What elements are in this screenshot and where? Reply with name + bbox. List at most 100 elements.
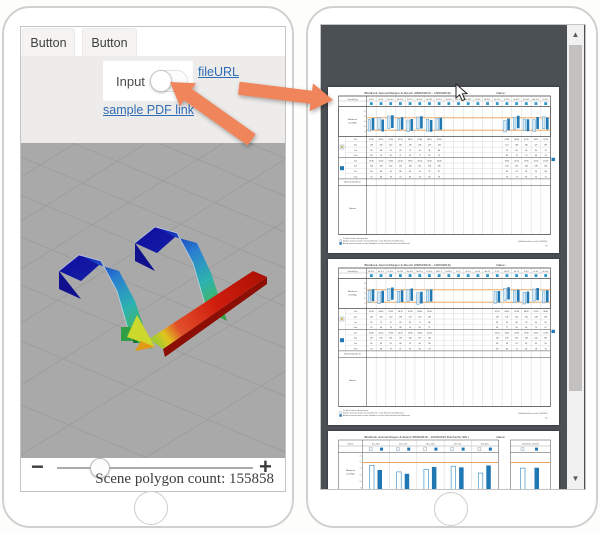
svg-text:128: 128 <box>525 338 528 340</box>
svg-text:135: 135 <box>380 145 383 147</box>
svg-text:Sys: Sys <box>354 338 357 340</box>
svg-text:19:40: 19:40 <box>369 332 374 334</box>
svg-text:75: 75 <box>516 155 518 157</box>
svg-text:07:55: 07:55 <box>495 311 500 313</box>
svg-text:70: 70 <box>545 348 547 350</box>
svg-text:08:10: 08:10 <box>379 139 384 141</box>
svg-text:88: 88 <box>545 171 547 173</box>
svg-text:Mo 11.2.: Mo 11.2. <box>397 99 404 101</box>
svg-text:92: 92 <box>506 322 508 324</box>
svg-text:(mmHg): (mmHg) <box>349 123 357 125</box>
svg-text:86: 86 <box>370 171 372 173</box>
svg-text:79: 79 <box>380 322 382 324</box>
svg-text:Zeit: Zeit <box>354 138 357 141</box>
svg-text:76: 76 <box>409 348 411 350</box>
polygon-count-label: Scene polygon count: 155858 <box>95 471 274 487</box>
svg-text:Mi 20.2.: Mi 20.2. <box>485 99 492 101</box>
input-toggle[interactable] <box>150 69 188 92</box>
svg-text:67: 67 <box>525 176 527 178</box>
slider-thumb[interactable] <box>90 458 111 478</box>
svg-text:(mmHg): (mmHg) <box>349 295 357 297</box>
svg-text:07:45: 07:45 <box>524 139 529 141</box>
svg-text:Di 19.2.: Di 19.2. <box>475 99 481 101</box>
svg-text:129: 129 <box>399 317 402 319</box>
svg-text:72: 72 <box>438 155 440 157</box>
svg-text:142: 142 <box>389 145 392 147</box>
button-1[interactable]: Button <box>22 28 75 56</box>
svg-text:Durchschn. Gesamt: Durchschn. Gesamt <box>522 443 539 446</box>
svg-text:Sa 23.2.: Sa 23.2. <box>513 99 520 101</box>
svg-text:127: 127 <box>418 338 421 340</box>
svg-text:Blutdruck Journal Morgen & Abe: Blutdruck Journal Morgen & Abend: (08/02… <box>365 91 451 95</box>
svg-text:19:45: 19:45 <box>388 160 393 162</box>
svg-text:86: 86 <box>428 322 430 324</box>
svg-text:141: 141 <box>418 166 421 168</box>
svg-text:Do 7.3.: Do 7.3. <box>514 271 520 273</box>
svg-text:Morgens: gemessen jeweils nach: Morgens: gemessen jeweils nach dem Aufst… <box>343 412 405 415</box>
button-2[interactable]: Button <box>82 28 137 56</box>
svg-text:140: 140 <box>364 116 366 118</box>
scrollbar-thumb[interactable] <box>569 45 582 391</box>
svg-text:Blutdruck Journal Morgen & Abe: Blutdruck Journal Morgen & Abend: (08/02… <box>365 263 451 267</box>
pdf-page-3: Blutdruck Journal Morgen & Abend: 08/02/… <box>328 431 559 489</box>
svg-text:135: 135 <box>515 338 518 340</box>
svg-text:79: 79 <box>409 150 411 152</box>
svg-text:08:15: 08:15 <box>534 139 539 141</box>
svg-text:07:55: 07:55 <box>543 139 548 141</box>
svg-text:4.3.-10.3.: 4.3.-10.3. <box>481 444 489 446</box>
svg-text:69: 69 <box>428 155 430 157</box>
svg-text:124: 124 <box>505 145 508 147</box>
svg-text:120: 120 <box>364 293 366 295</box>
svg-text:69: 69 <box>409 176 411 178</box>
svg-text:07:35: 07:35 <box>505 139 510 141</box>
home-button-right[interactable] <box>434 492 468 526</box>
svg-text:65: 65 <box>409 155 411 157</box>
svg-text:93: 93 <box>516 171 518 173</box>
3d-viewport[interactable] <box>21 27 285 491</box>
svg-text:08:20: 08:20 <box>408 139 413 141</box>
svg-text:65: 65 <box>419 348 421 350</box>
svg-text:68: 68 <box>370 155 372 157</box>
svg-text:20:25: 20:25 <box>398 332 403 334</box>
file-url-link[interactable]: fileURL <box>198 65 239 79</box>
svg-text:20:20: 20:20 <box>534 332 539 334</box>
svg-text:08:00: 08:00 <box>418 311 423 313</box>
zoom-out-button[interactable]: − <box>31 454 44 479</box>
svg-text:73: 73 <box>438 176 440 178</box>
scroll-up-icon[interactable]: ▲ <box>571 29 580 39</box>
zoom-in-button[interactable]: + <box>259 454 272 479</box>
svg-text:19:45: 19:45 <box>427 332 432 334</box>
svg-text:Dia: Dia <box>354 171 357 173</box>
home-button-left[interactable] <box>134 491 168 525</box>
svg-text:18.2.-24.2.: 18.2.-24.2. <box>426 444 436 446</box>
sample-pdf-link[interactable]: sample PDF link <box>103 103 194 117</box>
svg-text:1/3: 1/3 <box>545 246 547 248</box>
input-label: Input <box>116 74 145 89</box>
svg-text:19:30: 19:30 <box>524 332 529 334</box>
svg-text:81: 81 <box>525 171 527 173</box>
svg-text:64: 64 <box>380 327 382 329</box>
svg-text:Puls: Puls <box>354 176 358 178</box>
svg-text:128: 128 <box>496 317 499 319</box>
svg-text:07:50: 07:50 <box>437 139 442 141</box>
pdf-viewer[interactable]: Blutdruck Journal Morgen & Abend: (08/02… <box>321 25 585 489</box>
scroll-down-icon[interactable]: ▼ <box>571 473 580 483</box>
polygon-slider[interactable] <box>57 458 253 478</box>
svg-text:120: 120 <box>364 121 366 123</box>
svg-text:Mo 25.2.: Mo 25.2. <box>416 271 423 273</box>
svg-text:73: 73 <box>545 155 547 157</box>
toggle-knob-icon <box>150 69 172 92</box>
scrollbar[interactable]: ▲ ▼ <box>567 25 584 489</box>
svg-text:132: 132 <box>370 317 373 319</box>
svg-text:71: 71 <box>399 155 401 157</box>
svg-text:Morgens: gemessen jeweils nach: Morgens: gemessen jeweils nach dem Aufst… <box>343 240 405 243</box>
svg-text:78: 78 <box>535 348 537 350</box>
svg-text:70: 70 <box>370 327 372 329</box>
svg-text:131: 131 <box>515 317 518 319</box>
svg-text:133: 133 <box>399 338 402 340</box>
svg-text:142: 142 <box>534 338 537 340</box>
svg-text:130: 130 <box>525 145 528 147</box>
svg-text:80: 80 <box>506 348 508 350</box>
svg-text:93: 93 <box>535 343 537 345</box>
svg-text:78: 78 <box>525 322 527 324</box>
